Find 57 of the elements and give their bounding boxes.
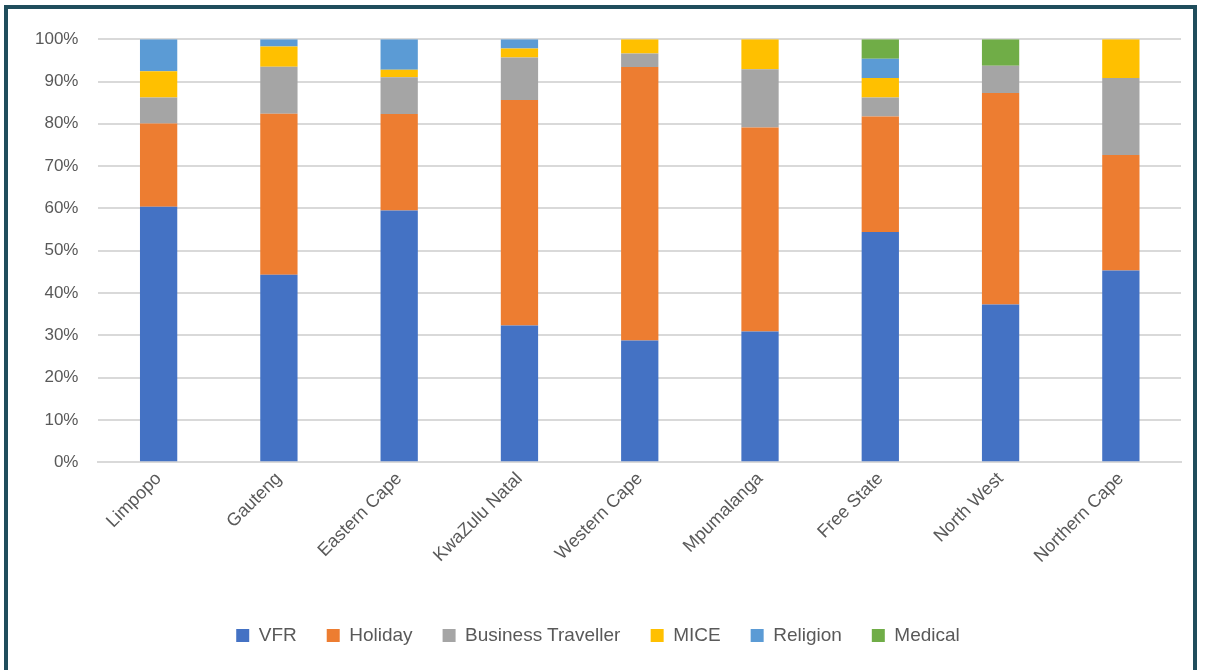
- bar: [260, 274, 298, 462]
- bar: [500, 325, 539, 462]
- bar: [621, 340, 659, 462]
- bar: [621, 67, 659, 341]
- y-tick-label: 10%: [44, 409, 79, 429]
- bar: [741, 69, 779, 128]
- y-tick-label: 60%: [44, 198, 79, 218]
- bar: [981, 65, 1020, 93]
- y-tick-label: 50%: [44, 240, 79, 260]
- y-tick-label: 90%: [44, 71, 79, 91]
- bar: [861, 78, 899, 98]
- y-tick-label: 100%: [35, 28, 79, 48]
- bar: [621, 53, 659, 68]
- bar: [139, 123, 178, 207]
- bar: [741, 127, 779, 332]
- bar: [260, 66, 298, 114]
- y-tick-label: 70%: [44, 155, 79, 175]
- y-tick-label: 30%: [44, 325, 79, 345]
- bar: [741, 331, 779, 462]
- bar: [861, 232, 899, 462]
- bar: [500, 57, 539, 101]
- bar: [981, 39, 1020, 66]
- bar: [500, 39, 539, 49]
- legend-label: Holiday: [349, 623, 414, 645]
- bar: [260, 46, 298, 67]
- bar: [380, 69, 418, 78]
- bar: [139, 71, 178, 98]
- y-tick-label: 40%: [44, 282, 79, 302]
- bar: [260, 113, 298, 275]
- bar: [139, 206, 178, 462]
- bar: [741, 39, 779, 70]
- bar: [380, 114, 418, 211]
- y-tick-label: 80%: [44, 113, 79, 133]
- y-tick-label: 20%: [44, 367, 79, 387]
- legend-label: MICE: [673, 623, 721, 645]
- legend-label: Business Traveller: [465, 623, 621, 645]
- bar: [981, 304, 1020, 462]
- y-tick-label: 0%: [53, 451, 79, 471]
- bar: [1102, 78, 1140, 156]
- bar: [380, 77, 418, 115]
- bar: [861, 39, 899, 59]
- bar: [861, 116, 899, 233]
- legend-label: VFR: [258, 623, 297, 645]
- bar: [1102, 39, 1140, 79]
- bar: [500, 100, 539, 326]
- bar: [861, 97, 899, 117]
- bar: [139, 39, 178, 72]
- bar: [380, 210, 418, 462]
- bar: [621, 39, 659, 54]
- bar: [139, 97, 178, 124]
- bar: [380, 39, 418, 70]
- bar: [981, 92, 1020, 305]
- bar: [861, 58, 899, 79]
- legend-label: Religion: [773, 623, 842, 645]
- legend-label: Medical: [894, 623, 960, 645]
- bar: [1102, 270, 1140, 462]
- bar: [1102, 155, 1140, 271]
